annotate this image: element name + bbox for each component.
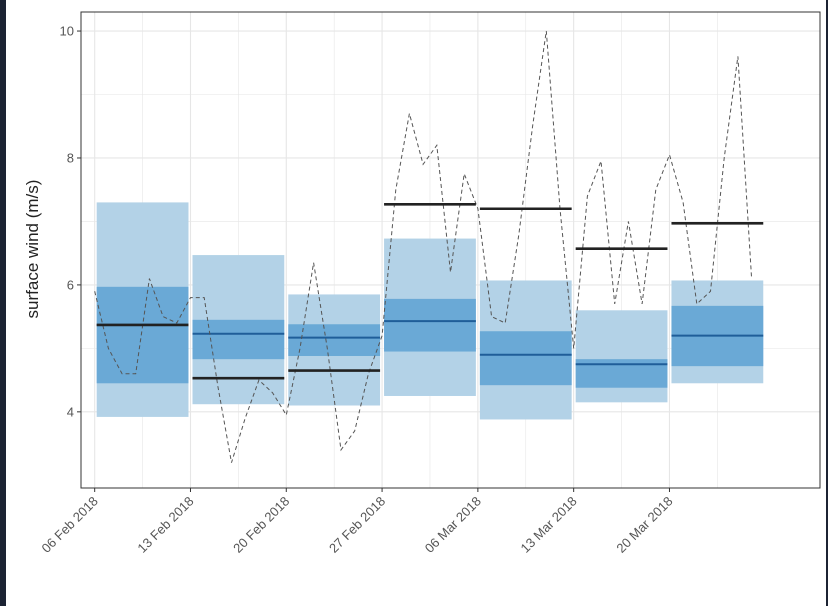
y-tick-label: 6: [67, 277, 74, 292]
y-tick-label: 10: [60, 24, 74, 39]
inner-band-week-1: [96, 286, 189, 384]
x-tick-label: 13 Mar 2018: [518, 494, 580, 556]
observed-daily-line: [94, 30, 753, 463]
y-tick-label: 4: [67, 404, 74, 419]
panel-border: [80, 11, 821, 489]
observed-weekly-means: [96, 203, 764, 380]
observed-daily-series: [94, 30, 753, 463]
inner-band-week-4: [384, 298, 476, 352]
x-tick-label: 06 Mar 2018: [422, 494, 484, 556]
outer-band-week-6: [575, 310, 668, 403]
inner-band-week-2: [192, 319, 285, 360]
x-tick-label: 20 Mar 2018: [613, 494, 675, 556]
x-tick-label: 13 Feb 2018: [134, 494, 196, 556]
chart-frame: 4 6 8 10 06 Feb 2018 13 Feb 2018 20 Feb 2018 27…: [6, 0, 826, 606]
inner-band-week-5: [479, 331, 572, 386]
x-tick-label: 27 Feb 2018: [326, 494, 388, 556]
surface-wind-chart: 4 6 8 10 06 Feb 2018 13 Feb 2018 20 Feb 2018 27…: [23, 11, 821, 556]
y-axis-title: surface wind (m/s): [23, 180, 42, 319]
x-tick-label: 06 Feb 2018: [39, 494, 101, 556]
inner-band-week-3: [288, 324, 381, 356]
y-tick-label: 8: [67, 150, 74, 165]
x-tick-label: 20 Feb 2018: [230, 494, 292, 556]
